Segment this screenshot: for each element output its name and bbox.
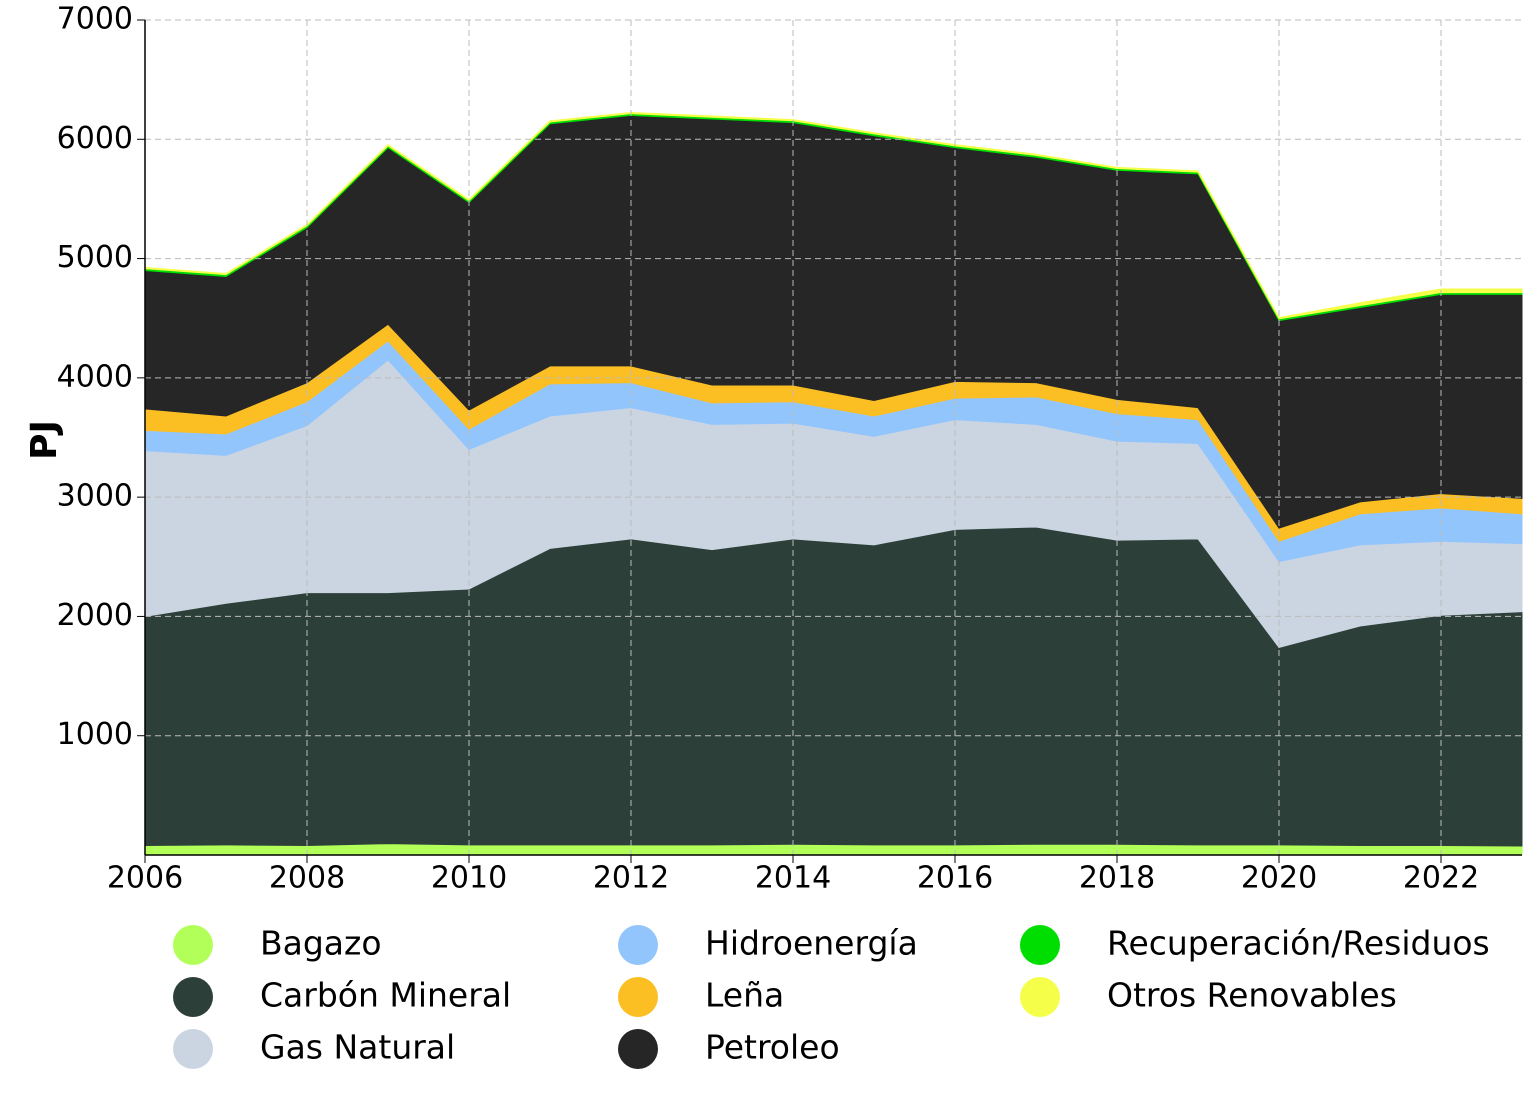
y-axis-label: PJ [24, 420, 65, 460]
x-tick-label: 2014 [755, 861, 831, 896]
y-tick-label: 3000 [57, 479, 133, 514]
legend-marker [1020, 925, 1060, 965]
legend-marker [618, 925, 658, 965]
x-tick-label: 2018 [1079, 861, 1155, 896]
legend-label: Gas Natural [260, 1028, 455, 1067]
legend-marker [1020, 977, 1060, 1017]
x-tick-label: 2008 [269, 861, 345, 896]
legend-marker [173, 925, 213, 965]
y-tick-label: 6000 [57, 121, 133, 156]
legend-marker [173, 1029, 213, 1069]
x-tick-label: 2016 [917, 861, 993, 896]
y-tick-label: 4000 [57, 359, 133, 394]
legend-marker [618, 1029, 658, 1069]
x-tick-label: 2006 [107, 861, 183, 896]
legend-label: Recuperación/Residuos [1107, 924, 1490, 963]
y-tick-label: 1000 [57, 717, 133, 752]
x-tick-label: 2022 [1403, 861, 1479, 896]
y-tick-label: 5000 [57, 240, 133, 275]
x-tick-label: 2010 [431, 861, 507, 896]
legend-label: Petroleo [705, 1028, 840, 1067]
y-tick-label: 2000 [57, 598, 133, 633]
x-tick-label: 2012 [593, 861, 669, 896]
x-tick-label: 2020 [1241, 861, 1317, 896]
legend-label: Hidroenergía [705, 924, 918, 963]
legend-label: Carbón Mineral [260, 976, 511, 1015]
legend-marker [618, 977, 658, 1017]
legend-marker [173, 977, 213, 1017]
y-tick-label: 7000 [57, 2, 133, 37]
legend-label: Bagazo [260, 924, 382, 963]
legend-label: Leña [705, 976, 784, 1015]
legend-label: Otros Renovables [1107, 976, 1397, 1015]
